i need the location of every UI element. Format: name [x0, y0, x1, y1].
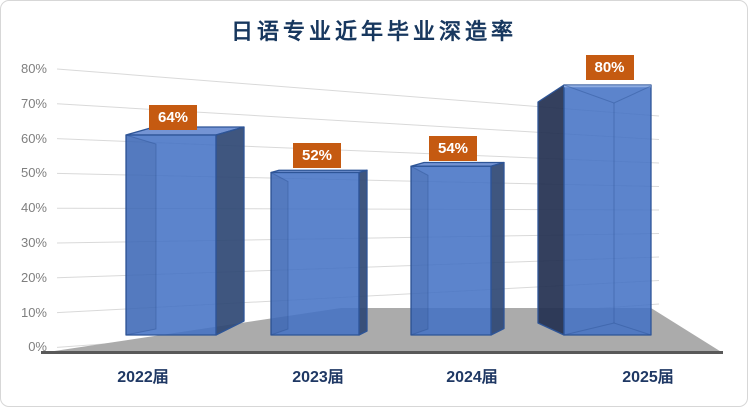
x-axis-label-2023届: 2023届	[292, 369, 344, 386]
bar-front-face	[125, 134, 217, 336]
bar-column-2023届	[270, 169, 368, 336]
x-axis-label-2022届: 2022届	[117, 369, 169, 386]
y-axis-tick-30%: 30%	[20, 235, 47, 250]
bar-column-2024届	[410, 161, 505, 336]
bar-inner-edges	[270, 172, 289, 336]
y-axis-tick-50%: 50%	[20, 165, 47, 181]
bar-front-face	[563, 84, 652, 336]
y-axis-tick-0%: 0%	[28, 339, 47, 355]
y-axis-tick-70%: 70%	[20, 95, 47, 111]
y-axis-tick-10%: 10%	[20, 304, 47, 320]
bar-inner-top-edges	[563, 84, 652, 104]
data-label-2024届: 54%	[429, 136, 477, 162]
y-axis-tick-40%: 40%	[20, 200, 47, 216]
bar-inner-edges	[410, 165, 429, 336]
y-axis-tick-60%: 60%	[20, 130, 47, 146]
y-axis-tick-80%: 80%	[20, 61, 47, 76]
bar-inner-bottom-edges	[563, 322, 652, 336]
data-label-2025届: 80%	[585, 55, 634, 80]
bar-front-face	[410, 165, 492, 336]
bar-side-face	[215, 126, 245, 336]
bar-inner-shade	[271, 172, 288, 335]
bar-side-face	[490, 161, 505, 336]
bar-inner-shade	[411, 166, 428, 335]
bar-side-face	[537, 84, 565, 336]
bar-column-2022届	[125, 126, 245, 336]
bar-inner-edges	[125, 134, 157, 336]
bar-inner-shade	[126, 135, 156, 335]
bar-side-face	[358, 169, 368, 336]
data-label-2022届: 64%	[149, 105, 197, 130]
y-axis-tick-20%: 20%	[20, 269, 47, 285]
bar-column-2025届	[537, 84, 652, 336]
x-axis-label-2025届: 2025届	[622, 369, 674, 386]
bar-front-face	[270, 171, 360, 336]
x-axis-label-2024届: 2024届	[446, 369, 498, 386]
data-label-2023届: 52%	[293, 142, 341, 168]
chart-title: 日语专业近年毕业深造率	[230, 19, 517, 45]
